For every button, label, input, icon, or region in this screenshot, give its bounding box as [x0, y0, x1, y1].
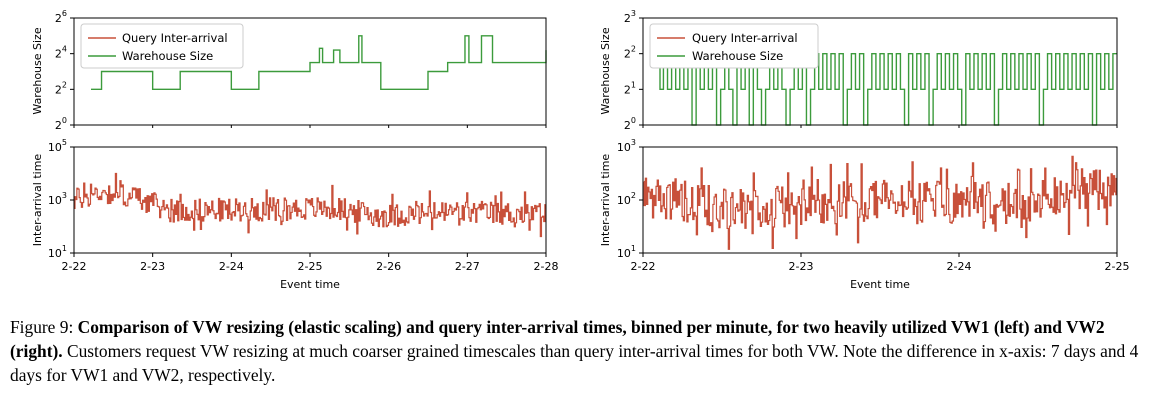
vw2-xticks: 2-22 2-23 2-24 2-25: [631, 253, 1130, 273]
vw1-top-yticks-tick-label: 24: [55, 45, 67, 61]
vw1-inter-arrival-series: [74, 172, 546, 238]
vw1-top-panel: 20 22 24 26 Warehouse Size Query Inter-arri…: [31, 9, 547, 132]
vw2-legend-label-inter-arrival: Query Inter-arrival: [692, 31, 798, 45]
vw2-top-ylabel: Warehouse Size: [599, 27, 612, 114]
vw1-bot-yticks-tick-label: 105: [48, 138, 67, 154]
vw2-xtick-label: 2-25: [1105, 260, 1130, 273]
vw2-inter-arrival-series: [643, 155, 1117, 250]
vw2-xtick-label: 2-23: [789, 260, 814, 273]
vw2-bottom-panel: 101 102 103 2-22 2-23 2-24 2-25 Inter-arrival…: [599, 138, 1129, 291]
vw2-top-yticks-tick-label: 20: [624, 116, 636, 132]
vw1-legend-box: [80, 23, 244, 69]
vw1-warehouse-size-series: [91, 35, 547, 91]
vw2-bot-yticks-tick-label: 102: [617, 191, 636, 207]
vw1-xtick-label: 2-25: [298, 260, 323, 273]
vw2-bottom-yticks: 101 102 103: [617, 138, 643, 260]
vw2-warehouse-size-series: [659, 52, 1117, 126]
vw1-inter-arrival-line: [74, 172, 546, 238]
vw2-top-yticks-tick-label: 22: [624, 45, 636, 61]
vw1-xlabel: Event time: [280, 278, 340, 291]
vw1-xtick-label: 2-22: [62, 260, 87, 273]
figure-9: 20 22 24 26 Warehouse Size Query Inter-arri…: [31, 9, 1129, 291]
vw1-legend-label-warehouse-size: Warehouse Size: [122, 49, 213, 63]
vw2-legend: Query Inter-arrival Warehouse Size: [649, 23, 819, 69]
vw1-xtick-label: 2-24: [219, 260, 244, 273]
vw2-bot-yticks-tick-label: 101: [617, 244, 636, 260]
vw1-xtick-label: 2-26: [376, 260, 401, 273]
vw2-top-yticks-tick-label: 23: [624, 9, 636, 25]
vw1-top-yticks: 20 22 24 26: [55, 9, 547, 132]
vw1-warehouse-size-line: [91, 35, 547, 91]
vw1-top-ylabel: Warehouse Size: [31, 27, 44, 114]
vw1-legend: Query Inter-arrival Warehouse Size: [80, 23, 244, 69]
vw1-bot-yticks-tick-label: 103: [48, 191, 67, 207]
vw1-top-yticks-tick-label: 22: [55, 80, 67, 96]
vw1-legend-label-inter-arrival: Query Inter-arrival: [122, 31, 228, 45]
vw2-inter-arrival-line: [643, 155, 1117, 250]
chart-vw1: 20 22 24 26 Warehouse Size Query Inter-arri…: [31, 9, 558, 291]
figure-caption: Figure 9: Comparison of VW resizing (ela…: [10, 315, 1158, 387]
vw1-xtick-label: 2-28: [534, 260, 559, 273]
vw1-bottom-yticks: 101 103 105: [48, 138, 74, 260]
vw2-xtick-label: 2-24: [947, 260, 972, 273]
vw1-bottom-ylabel: Inter-arrival time: [31, 154, 44, 247]
chart-vw2: 20 21 22 23 Warehouse Size Query Inter-arri…: [599, 9, 1129, 291]
vw1-xtick-label: 2-27: [455, 260, 480, 273]
vw1-bot-yticks-tick-label: 101: [48, 244, 67, 260]
vw2-xlabel: Event time: [850, 278, 910, 291]
vw1-bottom-panel: 101 103 105 2-22 2-23 2-24 2-25 2-26 2-27 2-28 I…: [31, 138, 558, 291]
vw1-top-yticks-tick-label: 20: [55, 116, 67, 132]
caption-rest: Customers request VW resizing at much co…: [10, 341, 1139, 385]
vw2-top-axes-frame: [642, 17, 1118, 126]
vw2-bottom-ylabel: Inter-arrival time: [599, 154, 612, 247]
vw2-top-panel: 20 21 22 23 Warehouse Size Query Inter-arri…: [599, 9, 1118, 132]
vw2-top-yticks-tick-label: 21: [624, 80, 636, 96]
vw2-top-yticks: 20 21 22 23: [624, 9, 1118, 132]
caption-prefix: Figure 9:: [10, 317, 78, 337]
vw2-legend-box: [649, 23, 819, 69]
vw1-top-yticks-tick-label: 26: [55, 9, 67, 25]
vw1-xticks: 2-22 2-23 2-24 2-25 2-26 2-27 2-28: [62, 253, 559, 273]
vw2-xtick-label: 2-22: [631, 260, 656, 273]
vw2-bot-yticks-tick-label: 103: [617, 138, 636, 154]
vw1-xtick-label: 2-23: [140, 260, 165, 273]
caption-bold: Comparison of VW resizing (elastic scali…: [10, 317, 1105, 361]
vw2-warehouse-size-line: [659, 52, 1117, 126]
vw2-legend-label-warehouse-size: Warehouse Size: [692, 49, 783, 63]
